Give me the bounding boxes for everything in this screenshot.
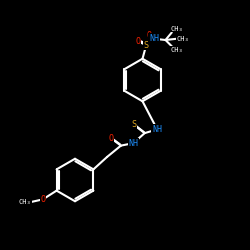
Text: S: S (144, 40, 149, 50)
Text: NH: NH (149, 34, 159, 43)
Text: O: O (146, 30, 151, 40)
Text: CH₃: CH₃ (170, 26, 183, 32)
Text: CH₃: CH₃ (19, 199, 32, 205)
Text: NH: NH (128, 138, 138, 147)
Text: O: O (40, 195, 45, 204)
Text: O: O (135, 37, 140, 46)
Text: CH₃: CH₃ (176, 36, 190, 42)
Text: CH₃: CH₃ (170, 47, 183, 53)
Text: S: S (131, 120, 136, 129)
Text: NH: NH (152, 125, 162, 134)
Text: O: O (108, 134, 114, 142)
